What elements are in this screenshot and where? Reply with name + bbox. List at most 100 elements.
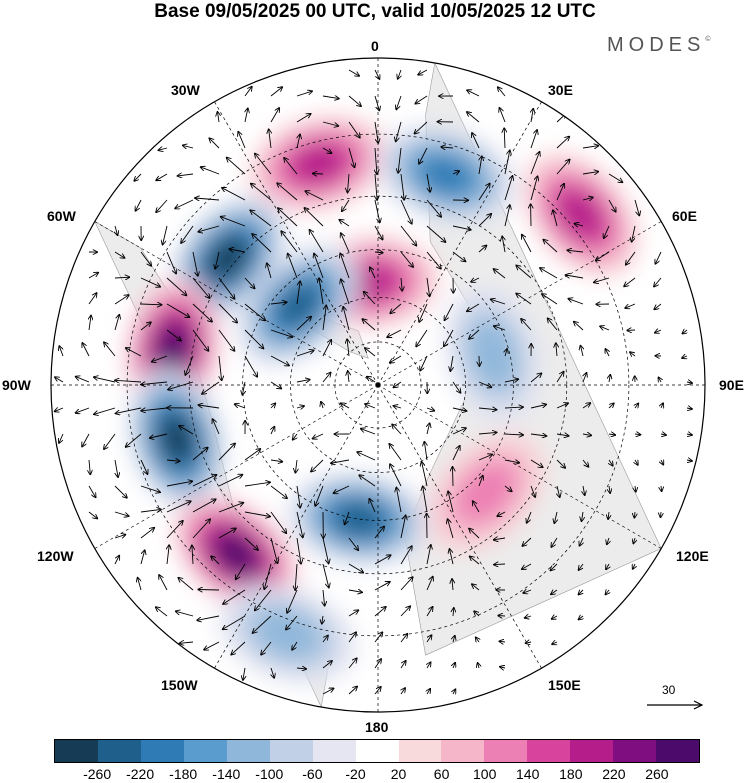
- wind-vector: [341, 279, 350, 305]
- wind-vector: [426, 225, 445, 242]
- meridian-240: [94, 384, 379, 549]
- wind-vector: [218, 277, 235, 299]
- meridian-150: [377, 384, 542, 669]
- wind-vector: [278, 208, 298, 227]
- wind-vector: [374, 687, 381, 695]
- wind-vector: [277, 183, 298, 201]
- wind-vector: [201, 167, 220, 175]
- wind-vector: [635, 404, 638, 409]
- wind-vector: [374, 659, 381, 669]
- wind-vector: [322, 306, 326, 331]
- wind-vector-layer: [55, 69, 692, 695]
- wind-vector: [551, 537, 558, 547]
- wind-vector: [244, 277, 255, 288]
- wind-vector: [253, 615, 272, 633]
- wind-vector: [211, 556, 220, 565]
- wind-vector: [140, 459, 148, 474]
- wind-vector: [374, 632, 382, 643]
- colorbar-segment-14: [656, 740, 700, 762]
- wind-vector: [625, 303, 636, 308]
- wind-vector: [543, 240, 558, 253]
- wind-vector: [166, 501, 191, 513]
- wind-vector: [608, 173, 622, 182]
- wind-vector: [498, 87, 506, 97]
- positive-anomaly-atlantic-level-5: [292, 144, 346, 183]
- wind-vector: [250, 210, 272, 227]
- wind-vector: [340, 254, 350, 279]
- wind-vector: [245, 109, 248, 123]
- wind-vector: [420, 355, 428, 371]
- wind-vector: [426, 251, 441, 269]
- wind-vector: [530, 130, 537, 149]
- meridian-300: [94, 221, 379, 386]
- wind-vector: [661, 460, 663, 465]
- wind-vector: [504, 150, 510, 175]
- wind-vector: [400, 251, 413, 267]
- wind-vector: [605, 349, 609, 357]
- wind-vector: [582, 172, 598, 174]
- wind-vector: [367, 377, 376, 383]
- wind-vector: [527, 511, 532, 523]
- wind-vector: [661, 485, 662, 491]
- wind-vector: [596, 251, 610, 261]
- wind-vector: [89, 459, 90, 474]
- anomaly-shading-layer: [125, 115, 639, 684]
- wind-vector: [445, 303, 454, 320]
- wind-vector: [423, 486, 428, 513]
- wind-vector: [523, 590, 532, 593]
- wind-vector: [500, 667, 506, 668]
- wind-vector: [215, 251, 220, 269]
- wind-vector: [342, 199, 350, 211]
- wind-vector: [552, 642, 557, 644]
- wind-vector: [270, 381, 281, 389]
- wind-vector: [471, 278, 480, 282]
- wind-vector: [292, 641, 298, 650]
- wind-vector: [192, 499, 216, 513]
- negative-anomaly-siberia-level-3: [467, 318, 519, 391]
- wind-vector: [192, 303, 212, 322]
- wind-vector: [630, 352, 636, 356]
- colorbar-tick-label: -140: [212, 766, 241, 782]
- colorbar-segment-12: [570, 740, 614, 762]
- wind-vector: [140, 509, 161, 512]
- wind-vector: [632, 225, 636, 242]
- wind-vector: [364, 292, 376, 305]
- wind-vector: [198, 590, 220, 591]
- wind-vector: [322, 373, 331, 383]
- wind-vector: [114, 511, 129, 516]
- wind-vector: [400, 577, 413, 591]
- wind-vector: [609, 375, 610, 383]
- wind-vector: [345, 511, 350, 524]
- wind-vector: [322, 340, 331, 357]
- wind-vector: [556, 160, 570, 175]
- wind-vector: [357, 452, 376, 461]
- wind-vector: [556, 137, 569, 149]
- colorbar-tick-label: 60: [433, 766, 450, 782]
- colorbar-segment-5: [269, 740, 313, 762]
- wind-vector: [374, 69, 380, 79]
- wind-vector: [634, 434, 640, 435]
- wind-vector: [575, 224, 584, 226]
- wind-vector: [624, 277, 636, 286]
- wind-vector: [348, 590, 362, 592]
- wind-vector: [310, 230, 324, 253]
- wind-vector: [494, 538, 506, 540]
- colorbar-segment-1: [97, 740, 141, 762]
- wind-vector: [686, 408, 692, 409]
- wind-vector: [600, 326, 610, 330]
- wind-vector: [415, 95, 428, 104]
- wind-vector: [295, 459, 297, 473]
- wind-vector: [199, 405, 220, 409]
- wind-vector: [478, 184, 490, 201]
- wind-vector: [76, 377, 90, 383]
- wind-vector: [192, 546, 193, 565]
- wind-vector: [178, 578, 194, 591]
- wind-vector: [270, 460, 282, 462]
- wind-vector: [244, 87, 252, 97]
- wind-vector: [348, 563, 363, 573]
- wind-vector: [606, 563, 609, 569]
- wind-vector: [479, 156, 482, 175]
- wind-vector: [633, 537, 635, 543]
- wind-vector: [82, 433, 90, 447]
- wind-vector: [219, 355, 222, 380]
